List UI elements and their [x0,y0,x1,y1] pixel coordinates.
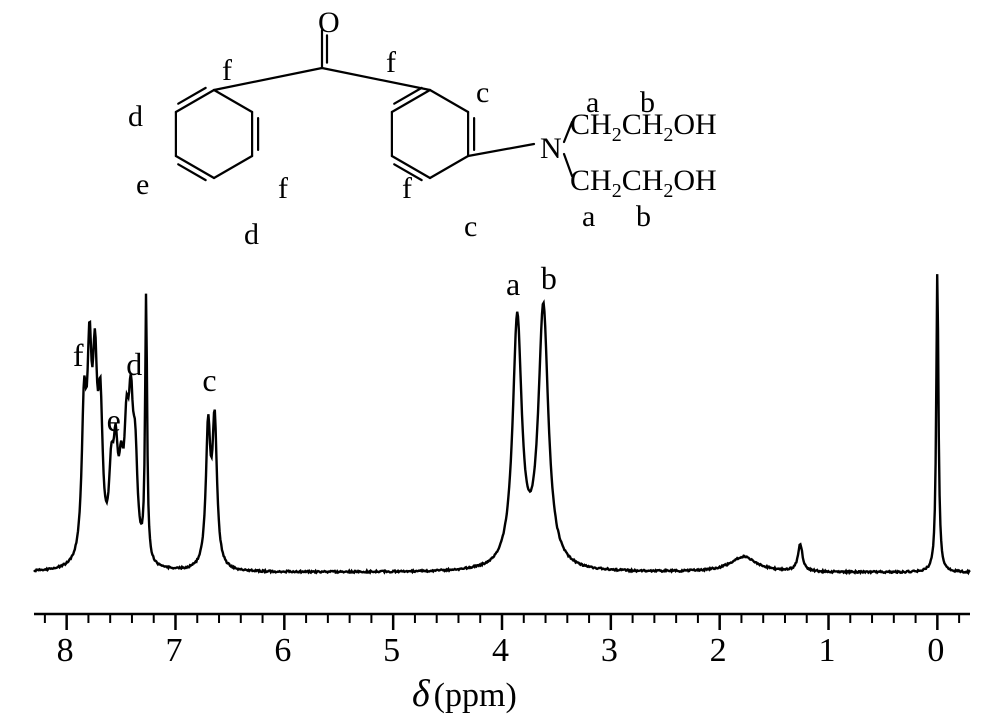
ch-group-bottom: CH2CH2OH [570,164,717,203]
peak-label: f [73,337,84,374]
ch-part: CH [570,108,612,141]
peak-label: e [107,402,121,439]
tick-label: 4 [492,632,509,670]
peak-label: c [202,362,216,399]
ch-part: OH [673,108,716,141]
axis-title: δ (ppm) [412,672,517,716]
molecule-structure [0,0,1000,722]
ch-sub: 2 [612,124,622,146]
mol-label-N: N [540,132,562,166]
ch-part: OH [673,164,716,197]
peak-label: a [506,266,520,303]
mol-label-d_bot: d [244,218,259,252]
tick-label: 8 [57,632,74,670]
ch-group-top: CH2CH2OH [570,108,717,147]
ch-sub: 2 [663,124,673,146]
molecule-bonds [176,30,572,180]
tick-label: 3 [601,632,618,670]
peak-label: d [126,346,142,383]
tick-label: 1 [819,632,836,670]
mol-label-f_botL: f [278,172,288,206]
mol-label-O: O [318,6,340,40]
mol-label-f_topR: f [386,46,396,80]
tick-label: 7 [165,632,182,670]
ch-part: CH [570,164,612,197]
tick-label: 0 [927,632,944,670]
axis-symbol: δ [412,673,430,715]
mol-label-d_left: d [128,100,143,134]
ch-part: CH [622,108,664,141]
mol-label-c_botR: c [464,210,477,244]
peak-label: b [541,260,557,297]
mol-label-f_topL: f [222,54,232,88]
mol-label-f_midR: f [402,172,412,206]
tick-label: 5 [383,632,400,670]
mol-label-a_bot: a [582,200,595,234]
mol-label-e_left: e [136,168,149,202]
mol-label-b_bot: b [636,200,651,234]
tick-label: 2 [710,632,727,670]
ch-part: CH [622,164,664,197]
tick-label: 6 [274,632,291,670]
mol-label-c_topR: c [476,76,489,110]
ch-sub: 2 [612,180,622,202]
ch-sub: 2 [663,180,673,202]
axis-unit: (ppm) [434,677,517,714]
